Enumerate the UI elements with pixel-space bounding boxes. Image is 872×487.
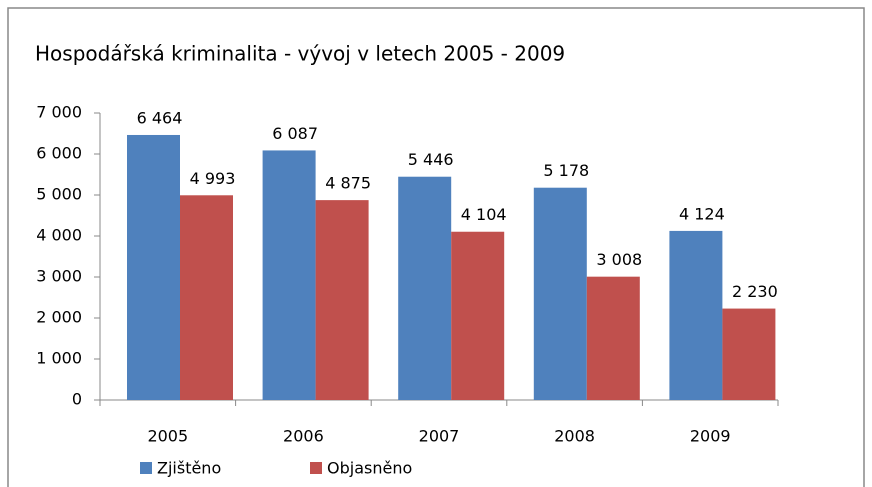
bar xyxy=(262,150,316,400)
x-tick-label: 2008 xyxy=(554,427,595,446)
data-label: 4 104 xyxy=(461,205,507,224)
y-tick-label: 6 000 xyxy=(36,144,82,163)
bar xyxy=(398,176,452,400)
bar xyxy=(586,276,640,400)
data-label: 5 446 xyxy=(408,150,454,169)
x-tick-label: 2005 xyxy=(147,427,188,446)
y-tick-label: 4 000 xyxy=(36,226,82,245)
x-tick-label: 2007 xyxy=(419,427,460,446)
data-label: 2 230 xyxy=(732,282,778,301)
legend-swatch xyxy=(310,462,322,474)
bar xyxy=(180,195,233,400)
data-label: 6 464 xyxy=(137,108,183,127)
x-tick-label: 2006 xyxy=(283,427,324,446)
data-label: 6 087 xyxy=(272,124,318,143)
chart-title: Hospodářská kriminalita - vývoj v letech… xyxy=(35,42,565,66)
data-label: 4 993 xyxy=(190,169,236,188)
data-label: 3 008 xyxy=(596,250,642,269)
bar xyxy=(451,231,505,400)
data-label: 5 178 xyxy=(543,161,589,180)
legend-swatch xyxy=(140,462,152,474)
legend-label: Zjištěno xyxy=(157,459,221,478)
y-tick-label: 1 000 xyxy=(36,349,82,368)
y-tick-label: 7 000 xyxy=(36,103,82,122)
y-tick-label: 0 xyxy=(72,390,82,409)
y-tick-label: 3 000 xyxy=(36,267,82,286)
bar xyxy=(315,200,369,400)
y-tick-label: 2 000 xyxy=(36,308,82,327)
bar xyxy=(722,308,776,400)
legend-label: Objasněno xyxy=(327,459,412,478)
bar xyxy=(669,230,723,400)
data-label: 4 875 xyxy=(325,174,371,193)
bar xyxy=(127,134,180,400)
y-tick-label: 5 000 xyxy=(36,185,82,204)
x-tick-label: 2009 xyxy=(690,427,731,446)
data-label: 4 124 xyxy=(679,204,725,223)
bar xyxy=(533,187,587,400)
